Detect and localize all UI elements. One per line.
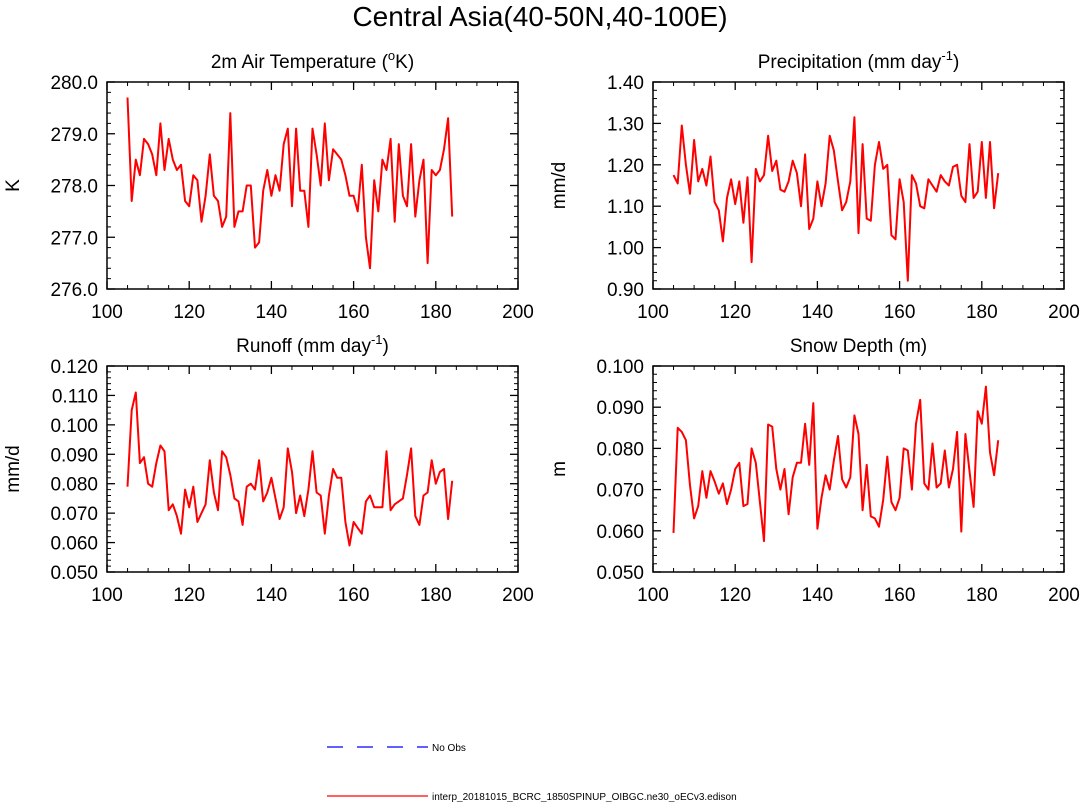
plot-frame [106, 365, 519, 573]
panel-title-text: ) [383, 336, 389, 357]
x-tick-label: 140 [256, 585, 288, 606]
chart-panel-2: Runoff (mm day-1) mm/d 0.050 0.060 0.070 0.08… [3, 332, 534, 606]
y-tick-label: 276.0 [50, 280, 98, 301]
x-tick-label: 200 [502, 585, 534, 606]
y-tick-label: 0.060 [50, 534, 98, 555]
x-tick-label: 180 [966, 302, 998, 323]
x-tick-label: 200 [1048, 302, 1080, 323]
y-tick-label: 0.100 [50, 416, 98, 437]
plot-frame [106, 81, 519, 290]
plot-frame [652, 81, 1065, 290]
x-tick-label: 200 [1048, 585, 1080, 606]
chart-panel-1: Precipitation (mm day-1) mm/d 0.90 1.00 1.10… [549, 48, 1080, 323]
panel-title: 2m Air Temperature (oK) [211, 48, 414, 73]
y-tick-label: 0.050 [50, 563, 98, 584]
y-tick-label: 0.90 [607, 280, 644, 301]
y-tick-label: 0.100 [596, 357, 644, 378]
legend-label-0: No Obs [432, 743, 466, 754]
x-tick-label: 120 [173, 585, 205, 606]
x-tick-label: 140 [802, 585, 834, 606]
panel-title-text: Precipitation (mm day [758, 52, 942, 73]
y-axis-label: m [549, 461, 570, 477]
panel-title-superscript: -1 [371, 332, 383, 347]
chart-panel-3: Snow Depth (m) m 0.050 0.060 0.070 0.080 0.090… [549, 336, 1080, 606]
y-axis-label: K [3, 179, 24, 192]
y-tick-label: 0.120 [50, 357, 98, 378]
y-tick-label: 0.080 [596, 439, 644, 460]
panel-title: Snow Depth (m) [790, 336, 927, 357]
x-tick-label: 160 [338, 302, 370, 323]
x-tick-label: 120 [719, 302, 751, 323]
panel-title-text: Runoff (mm day [236, 336, 371, 357]
panel-title-text: ) [953, 52, 959, 73]
y-tick-label: 1.20 [607, 156, 644, 177]
x-tick-label: 200 [502, 302, 534, 323]
series-line-0 [126, 391, 454, 547]
y-tick-label: 0.060 [596, 522, 644, 543]
x-tick-label: 180 [420, 302, 452, 323]
y-tick-label: 0.090 [596, 398, 644, 419]
legend: No Obs interp_20181015_BCRC_1850SPINUP_OI… [327, 743, 737, 803]
panel-title-text: K) [395, 52, 414, 73]
y-tick-label: 0.070 [596, 481, 644, 502]
x-tick-label: 160 [884, 302, 916, 323]
x-tick-label: 160 [884, 585, 916, 606]
x-tick-label: 100 [637, 302, 669, 323]
y-tick-label: 0.080 [50, 475, 98, 496]
y-tick-label: 0.050 [596, 563, 644, 584]
panel-title-superscript: o [388, 48, 395, 63]
series-line-0 [672, 116, 1000, 282]
y-tick-label: 0.090 [50, 445, 98, 466]
panel-title-superscript: -1 [941, 48, 953, 63]
y-tick-label: 1.00 [607, 239, 644, 260]
x-tick-label: 120 [719, 585, 751, 606]
x-tick-label: 160 [338, 585, 370, 606]
series-line-0 [126, 97, 454, 270]
series-line-0 [672, 385, 1000, 543]
y-tick-label: 277.0 [50, 228, 98, 249]
y-tick-label: 0.110 [52, 386, 98, 407]
x-tick-label: 120 [173, 302, 205, 323]
x-tick-label: 180 [966, 585, 998, 606]
x-tick-label: 100 [637, 585, 669, 606]
y-tick-label: 278.0 [50, 177, 98, 198]
x-tick-label: 180 [420, 585, 452, 606]
x-tick-label: 140 [256, 302, 288, 323]
y-axis-label: mm/d [3, 445, 24, 493]
y-tick-label: 279.0 [50, 125, 98, 146]
figure-title: Central Asia(40-50N,40-100E) [352, 1, 728, 32]
y-axis-label: mm/d [549, 162, 570, 210]
panel-title-text: 2m Air Temperature ( [211, 52, 389, 73]
x-tick-label: 140 [802, 302, 834, 323]
y-tick-label: 280.0 [50, 73, 98, 94]
panel-title: Precipitation (mm day-1) [758, 48, 960, 73]
y-tick-label: 1.30 [607, 114, 644, 135]
x-tick-label: 100 [91, 585, 123, 606]
y-tick-label: 1.10 [607, 197, 644, 218]
panel-title: Runoff (mm day-1) [236, 332, 389, 357]
y-tick-label: 1.40 [607, 73, 644, 94]
x-tick-label: 100 [91, 302, 123, 323]
plot-frame [652, 365, 1065, 573]
chart-panel-0: 2m Air Temperature (oK) K 276.0 277.0 278.0 2… [3, 48, 534, 323]
legend-label-1: interp_20181015_BCRC_1850SPINUP_OIBGC.ne… [432, 792, 737, 802]
y-tick-label: 0.070 [50, 504, 98, 525]
